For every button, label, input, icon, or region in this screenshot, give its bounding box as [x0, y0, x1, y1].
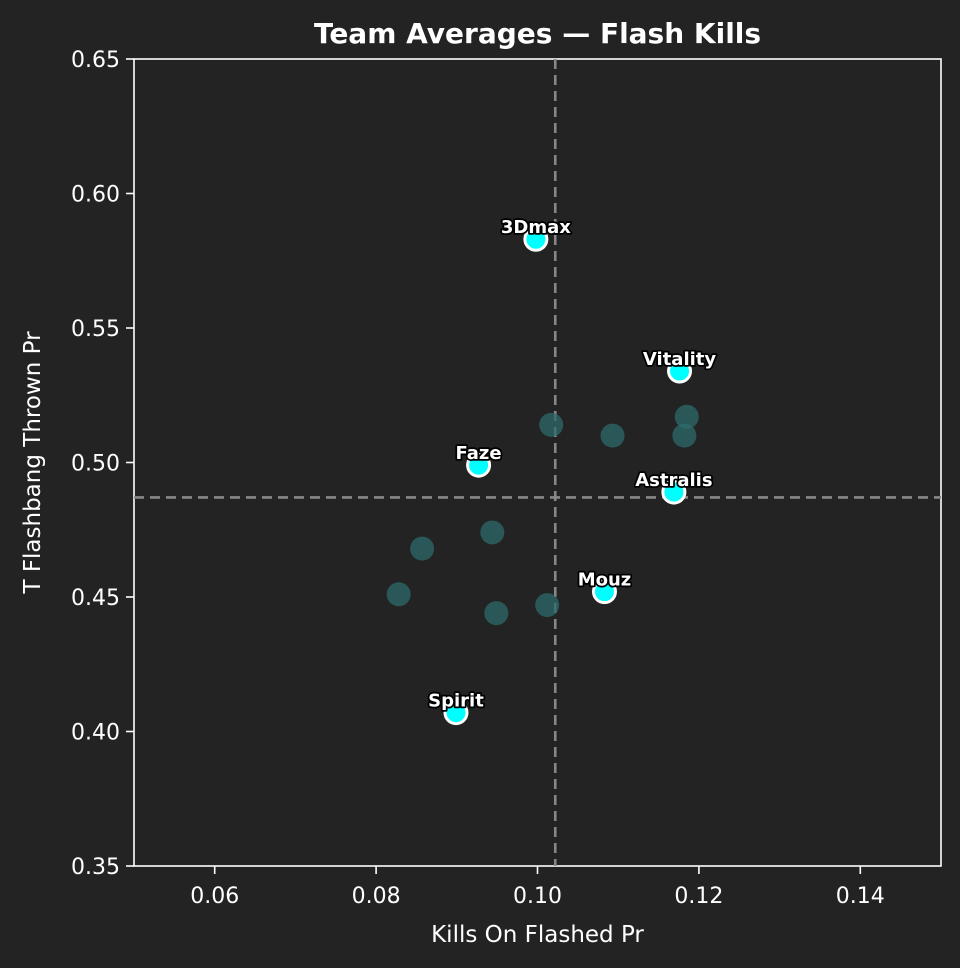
- y-tick-label: 0.55: [71, 317, 120, 342]
- y-tick-label: 0.40: [71, 721, 120, 746]
- point-labels: 3Dmax Vitality Faze Astralis Mouz Spirit: [426, 215, 718, 713]
- x-axis-label: Kills On Flashed Pr: [431, 922, 644, 948]
- team-point-vitality: [667, 358, 693, 384]
- team-label-3dmax: 3Dmax: [501, 217, 571, 238]
- y-axis-label: T Flashbang Thrown Pr: [20, 331, 46, 595]
- team-point-other: [386, 582, 411, 607]
- team-point-other: [674, 404, 699, 429]
- team-point-spirit: [443, 700, 469, 726]
- y-tick-label: 0.50: [71, 452, 120, 477]
- mean-lines: [134, 59, 941, 866]
- team-point-other: [480, 520, 505, 545]
- team-label-vitality: Vitality: [643, 349, 716, 370]
- team-label-mouz: Mouz: [578, 570, 632, 591]
- team-point-astralis: [661, 479, 687, 505]
- x-tick-label: 0.06: [190, 884, 239, 909]
- x-tick-label: 0.12: [674, 884, 723, 909]
- y-tick-label: 0.60: [71, 183, 120, 208]
- x-tick-label: 0.08: [352, 884, 401, 909]
- y-tick-label: 0.35: [71, 855, 120, 880]
- x-tick-label: 0.14: [836, 884, 885, 909]
- team-point-other: [672, 423, 697, 448]
- y-tick-label: 0.45: [71, 586, 120, 611]
- x-axis-ticks: 0.06 0.08 0.10 0.12 0.14: [190, 866, 885, 909]
- team-label-spirit: Spirit: [428, 691, 484, 712]
- team-point-other: [539, 412, 564, 437]
- team-point-3dmax: [523, 226, 549, 252]
- team-point-other: [410, 536, 435, 561]
- other-points: [386, 404, 699, 626]
- team-point-other: [535, 593, 560, 618]
- team-point-other: [600, 423, 625, 448]
- highlight-points: [443, 226, 693, 726]
- team-point-other: [484, 601, 509, 626]
- team-point-faze: [466, 452, 492, 478]
- y-axis-ticks: 0.35 0.40 0.45 0.50 0.55 0.60 0.65: [71, 48, 134, 880]
- team-point-mouz: [591, 579, 617, 605]
- plot-area: [133, 58, 942, 867]
- team-label-astralis: Astralis: [635, 470, 712, 491]
- chart-title: Team Averages — Flash Kills: [314, 17, 761, 50]
- y-tick-label: 0.65: [71, 48, 120, 73]
- x-tick-label: 0.10: [513, 884, 562, 909]
- team-label-faze: Faze: [456, 443, 502, 464]
